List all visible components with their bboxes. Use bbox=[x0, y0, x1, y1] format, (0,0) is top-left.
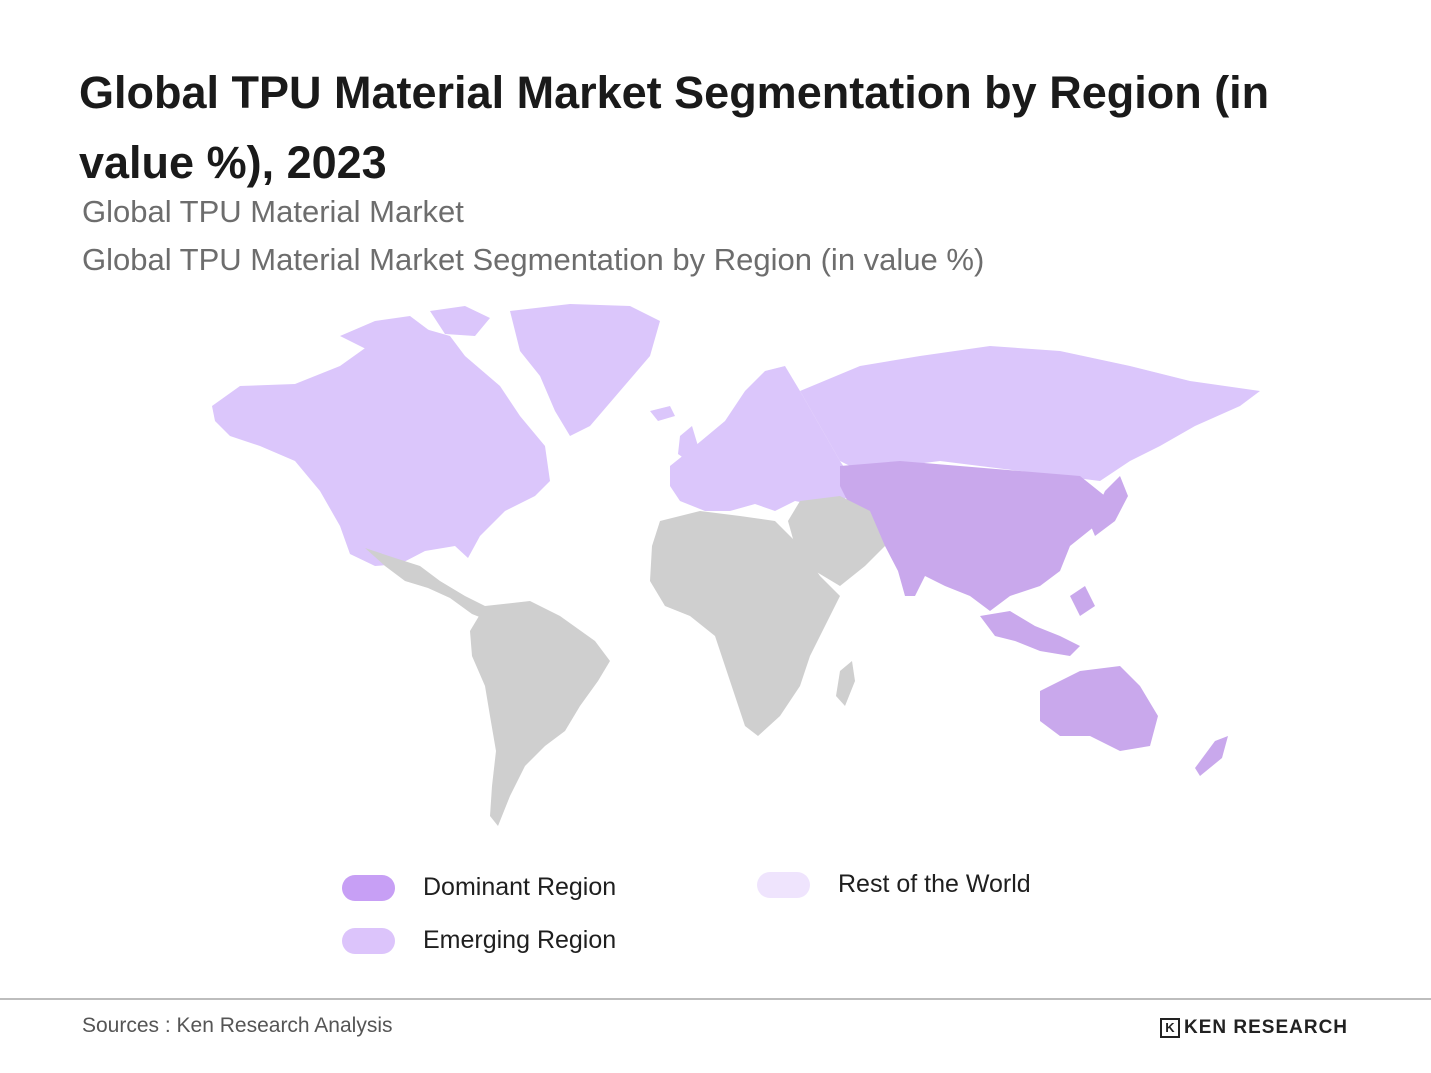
region-new-zealand bbox=[1195, 736, 1228, 776]
brand-name: KEN RESEARCH bbox=[1184, 1017, 1349, 1038]
region-madagascar bbox=[836, 661, 855, 706]
region-canada-islands bbox=[340, 306, 490, 351]
region-russia bbox=[800, 346, 1260, 481]
sources-note: Sources : Ken Research Analysis bbox=[82, 1014, 393, 1037]
region-north-america bbox=[212, 326, 550, 566]
chart-subtitle-market: Global TPU Material Market bbox=[82, 194, 464, 229]
legend-label-dominant: Dominant Region bbox=[423, 873, 617, 901]
region-asia-pacific bbox=[840, 461, 1105, 611]
legend-swatch-rest-of-world bbox=[757, 871, 810, 898]
world-map bbox=[200, 296, 1280, 836]
region-central-america bbox=[365, 548, 500, 622]
legend-item-rest-of-world: Rest of the World bbox=[757, 870, 1031, 899]
region-south-america bbox=[470, 601, 610, 826]
region-middle-east bbox=[788, 496, 885, 586]
region-greenland bbox=[510, 304, 660, 436]
region-europe bbox=[670, 366, 860, 511]
ken-research-logo: K KEN RESEARCH bbox=[1160, 1017, 1348, 1039]
legend-label-rest-of-world: Rest of the World bbox=[838, 870, 1031, 898]
legend-swatch-emerging bbox=[342, 927, 395, 954]
region-iceland bbox=[650, 406, 675, 421]
region-australia bbox=[1040, 666, 1158, 751]
legend-item-dominant: Dominant Region bbox=[342, 873, 616, 902]
region-africa bbox=[650, 511, 840, 736]
legend-label-emerging: Emerging Region bbox=[423, 926, 617, 954]
footer-divider bbox=[0, 998, 1431, 1000]
region-southeast-asia bbox=[980, 586, 1095, 656]
region-uk bbox=[678, 426, 698, 461]
brand-mark-icon: K bbox=[1160, 1018, 1180, 1038]
region-japan bbox=[1090, 476, 1128, 536]
world-map-svg bbox=[212, 304, 1260, 826]
legend-swatch-dominant bbox=[342, 874, 395, 901]
legend-item-emerging: Emerging Region bbox=[342, 926, 616, 955]
chart-title: Global TPU Material Market Segmentation … bbox=[79, 67, 1270, 188]
chart-subtitle-segmentation: Global TPU Material Market Segmentation … bbox=[82, 242, 985, 277]
